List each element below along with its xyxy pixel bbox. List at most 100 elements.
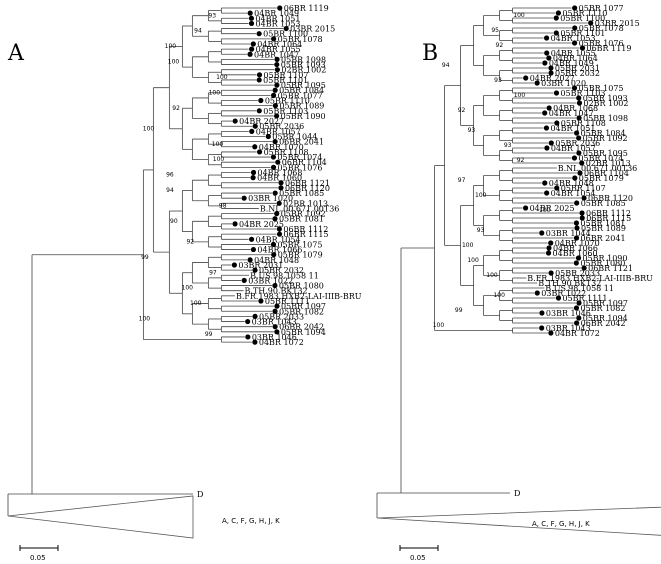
taxon-dot bbox=[573, 260, 579, 266]
taxon-label: 05BR 2036 bbox=[259, 122, 304, 131]
taxon-dot bbox=[249, 46, 255, 52]
taxon-label: 05BR 1075 bbox=[277, 240, 322, 249]
bootstrap-value: 100 bbox=[212, 141, 224, 148]
bootstrap-value: 93 bbox=[494, 77, 502, 84]
taxon-label: 02BR 1002 bbox=[583, 99, 628, 108]
collapsed-clade-label: A, C, F, G, H, J, K bbox=[222, 517, 280, 525]
taxon-label: 04BR 1055 bbox=[551, 49, 596, 58]
bootstrap-value: 94 bbox=[166, 187, 174, 194]
bootstrap-value: 100 bbox=[213, 156, 225, 163]
taxon-label: 05BR 1097 bbox=[281, 302, 326, 311]
taxon-dot bbox=[272, 190, 278, 196]
taxon-dot bbox=[271, 36, 277, 42]
taxon-dot bbox=[241, 277, 247, 284]
bootstrap-value: 93 bbox=[504, 142, 512, 149]
taxon-dot bbox=[277, 5, 283, 11]
taxon-dot bbox=[245, 334, 251, 340]
taxon-label: 04BR 1072 bbox=[259, 338, 304, 347]
taxon-dot bbox=[272, 103, 279, 109]
taxon-label: 04BR 1066 bbox=[257, 246, 302, 255]
taxon-dot bbox=[539, 325, 545, 331]
taxon-label: B.FR.1983.HXB2-LAI-IIIB-BRU bbox=[527, 274, 653, 283]
taxon-dot bbox=[250, 175, 256, 181]
taxon-dot bbox=[232, 118, 238, 124]
taxon-dot bbox=[247, 257, 253, 263]
taxon-dot bbox=[274, 56, 280, 63]
bootstrap-value: 100 bbox=[486, 272, 498, 279]
taxon-dot bbox=[272, 282, 278, 289]
taxon-label: 05BR 1110 bbox=[562, 9, 607, 18]
taxon-dot bbox=[553, 15, 559, 21]
taxon-dot bbox=[579, 210, 585, 216]
bootstrap-value: 100 bbox=[165, 43, 177, 50]
taxon-dot bbox=[534, 80, 540, 86]
taxon-label: 05BR 1103 bbox=[560, 89, 605, 98]
bootstrap-value: 93 bbox=[468, 127, 476, 134]
taxon-label: 05BR 1108 bbox=[561, 119, 606, 128]
taxon-label: B.TH.90.BK132 bbox=[538, 279, 601, 288]
taxon-dot bbox=[579, 160, 585, 166]
collapsed-clade-wedge bbox=[376, 506, 661, 536]
taxon-dot bbox=[574, 200, 580, 206]
bootstrap-value: 93 bbox=[477, 227, 485, 234]
bootstrap-value: 97 bbox=[209, 269, 217, 276]
taxon-label: 06BR 1115 bbox=[586, 214, 631, 223]
taxon-dot bbox=[274, 82, 280, 88]
taxon-label: 04BR 1048 bbox=[549, 179, 594, 188]
taxon-dot bbox=[571, 85, 578, 91]
taxon-label: 05BR 1094 bbox=[281, 328, 326, 337]
scale-bar-label: 0.05 bbox=[410, 554, 426, 562]
taxon-dot bbox=[555, 10, 562, 16]
bootstrap-value: 99 bbox=[205, 331, 213, 338]
taxon-label: 05BR 1080 bbox=[580, 259, 625, 268]
bootstrap-value: 100 bbox=[462, 242, 474, 249]
taxon-label: 04BR 2027 bbox=[239, 117, 284, 126]
taxon-dot bbox=[545, 250, 552, 256]
taxon-label: 03BR 1022 bbox=[541, 289, 586, 298]
taxon-dot bbox=[544, 50, 550, 56]
taxon-label: 05BR 1092 bbox=[281, 210, 326, 219]
taxon-dot bbox=[576, 300, 582, 306]
taxon-label: 05BR 1085 bbox=[581, 199, 626, 208]
taxon-label: 06BR 2042 bbox=[279, 323, 324, 332]
taxon-label: 05BR 1111 bbox=[562, 294, 607, 303]
bootstrap-value: 100 bbox=[190, 300, 202, 307]
taxon-label: 05BR 1097 bbox=[583, 299, 628, 308]
bootstrap-value: 97 bbox=[458, 177, 466, 184]
taxon-label: 04BR 1070 bbox=[555, 239, 600, 248]
bootstrap-value: 100 bbox=[182, 285, 194, 292]
taxon-dot bbox=[232, 221, 238, 227]
taxon-label: 06BR 2042 bbox=[581, 319, 626, 328]
taxon-dot bbox=[250, 169, 257, 176]
taxon-dot bbox=[579, 215, 585, 221]
taxon-label: 03BR 1022 bbox=[248, 276, 293, 285]
taxon-label: 04BR 1057 bbox=[551, 144, 596, 153]
bootstrap-value: 99 bbox=[141, 254, 149, 261]
taxon-dot bbox=[544, 145, 550, 151]
taxon-dot bbox=[252, 267, 258, 273]
taxon-label: 04BR 1049 bbox=[549, 59, 594, 68]
taxon-label: 03BR 2015 bbox=[290, 25, 335, 34]
taxon-dot bbox=[245, 318, 251, 325]
taxon-dot bbox=[249, 128, 255, 134]
bootstrap-value: 100 bbox=[209, 89, 221, 96]
taxon-dot bbox=[276, 231, 283, 237]
taxon-dot bbox=[576, 150, 582, 156]
taxon-dot bbox=[574, 130, 580, 136]
taxon-dot bbox=[252, 313, 258, 319]
scale-bar-label: 0.05 bbox=[30, 554, 46, 562]
taxon-dot bbox=[573, 305, 580, 311]
taxon-dot bbox=[571, 40, 578, 46]
bootstrap-value: 90 bbox=[170, 218, 178, 225]
bootstrap-value: 94 bbox=[194, 28, 202, 35]
taxon-dot bbox=[256, 108, 262, 114]
taxon-label: 05BR 1108 bbox=[264, 148, 309, 157]
taxon-dot bbox=[576, 115, 582, 121]
taxon-dot bbox=[247, 10, 253, 16]
taxon-dot bbox=[252, 339, 258, 345]
taxon-dot bbox=[548, 140, 554, 146]
taxon-label: B.US.98.1058 11 bbox=[545, 284, 614, 293]
taxon-label: 05BR 2031 bbox=[555, 64, 600, 73]
taxon-label: 05BR 1107 bbox=[561, 184, 606, 193]
taxon-label: 05BR 1074 bbox=[578, 154, 623, 163]
